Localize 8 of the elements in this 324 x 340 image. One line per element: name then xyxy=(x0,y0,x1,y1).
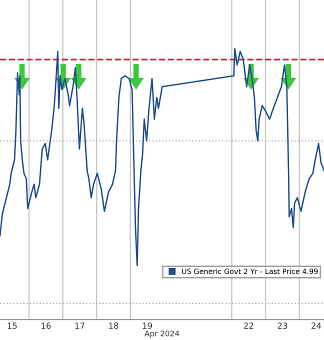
x-tick-label: 22 xyxy=(244,322,254,329)
x-tick-label: 15 xyxy=(8,322,17,329)
x-tick-label: 19 xyxy=(142,322,152,329)
x-tick-label: 24 xyxy=(312,322,322,329)
x-tick-label: 16 xyxy=(42,322,51,329)
x-tick-label: 18 xyxy=(109,322,118,329)
x-tick-label: 23 xyxy=(278,322,288,329)
x-tick-label: 17 xyxy=(75,322,84,329)
